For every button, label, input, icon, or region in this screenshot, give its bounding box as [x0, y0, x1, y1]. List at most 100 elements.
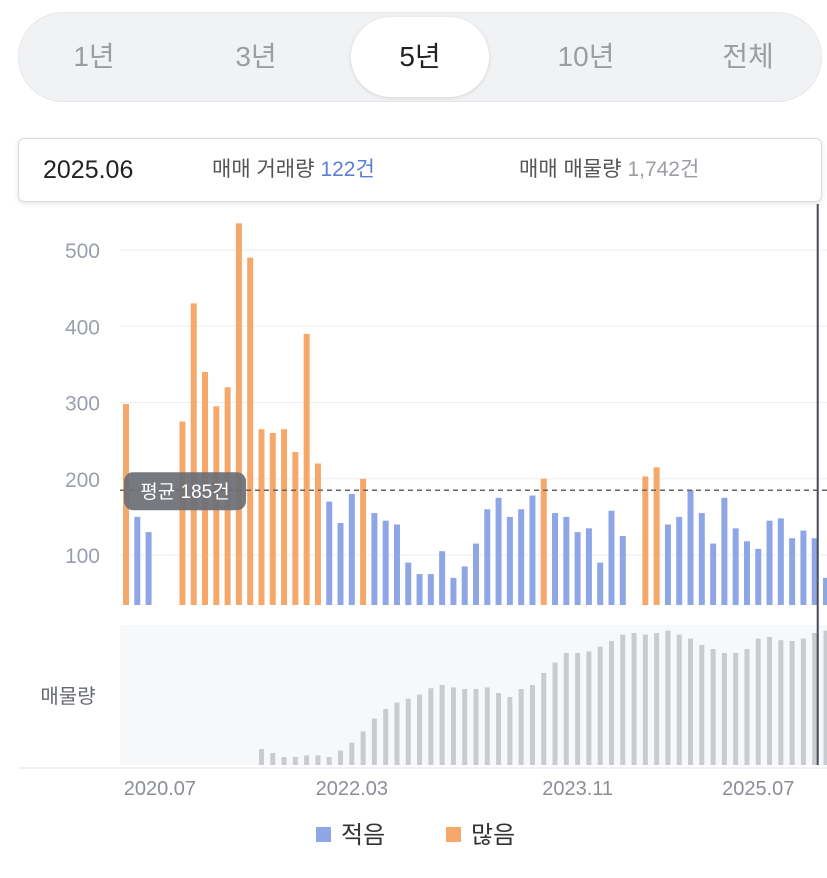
- bar: [258, 429, 265, 605]
- legend-swatch-high: [446, 827, 461, 843]
- legend-item-low: 적음: [316, 818, 385, 854]
- bar: [337, 522, 344, 605]
- y-tick-label: 400: [65, 316, 100, 339]
- listing-bar: [315, 755, 321, 765]
- bar: [134, 516, 141, 605]
- listing-bar: [326, 757, 332, 765]
- selected-month-info: 2025.06 매매 거래량 122건 매매 매물량 1,742건: [18, 138, 822, 202]
- tab-3-years[interactable]: 3년: [235, 41, 277, 72]
- listing-bar: [473, 689, 479, 765]
- listing-bar: [597, 646, 603, 765]
- listing-bar: [676, 634, 682, 765]
- bar: [755, 548, 762, 605]
- bar: [473, 543, 479, 605]
- listing-volume-label: 매매 매물량: [519, 158, 622, 181]
- tab-5-years[interactable]: 5년: [351, 17, 489, 97]
- bar: [427, 574, 434, 605]
- bar: [721, 497, 728, 605]
- bar: [145, 532, 152, 605]
- bar: [269, 433, 276, 605]
- listing-bar: [767, 637, 773, 765]
- listing-bar: [552, 662, 558, 765]
- y-tick-label: 300: [65, 393, 100, 416]
- bar: [732, 528, 739, 605]
- tab-all[interactable]: 전체: [722, 41, 774, 72]
- deal-volume-value: 122건: [320, 158, 375, 181]
- bar: [687, 490, 694, 605]
- y-tick-label: 200: [65, 469, 100, 492]
- bar: [574, 532, 581, 605]
- listing-bar: [439, 685, 445, 765]
- bar: [371, 513, 378, 605]
- legend-label-high: 많음: [471, 822, 516, 849]
- tab-10-years[interactable]: 10년: [557, 41, 615, 72]
- legend-item-high: 많음: [446, 818, 515, 854]
- listing-bar: [518, 689, 524, 765]
- bar: [823, 577, 827, 605]
- bar: [405, 562, 412, 605]
- listing-bar: [699, 645, 705, 765]
- listing-bar: [270, 753, 276, 765]
- bar: [664, 524, 671, 605]
- bar: [314, 463, 321, 605]
- bar: [495, 497, 502, 605]
- bar: [179, 421, 186, 605]
- listing-bar: [338, 750, 344, 765]
- listing-bar: [823, 630, 827, 765]
- listing-bar: [541, 673, 547, 765]
- y-tick-label: 100: [65, 545, 100, 568]
- listing-bar: [417, 694, 423, 765]
- bar: [710, 543, 717, 605]
- listing-bar: [789, 641, 795, 765]
- listing-bar: [258, 749, 264, 765]
- listing-bar: [654, 633, 660, 765]
- listing-bar: [428, 688, 434, 765]
- bar: [698, 513, 705, 605]
- bar: [563, 516, 570, 605]
- bar: [450, 577, 457, 605]
- listing-bar: [394, 702, 400, 765]
- deal-volume-label: 매매 거래량: [212, 158, 315, 181]
- bar: [777, 518, 784, 605]
- bar: [303, 333, 310, 605]
- listing-bar: [755, 638, 761, 765]
- listing-bar: [575, 653, 581, 765]
- x-tick-label: 2020.07: [124, 778, 196, 800]
- bar: [382, 520, 389, 605]
- bar: [461, 566, 468, 605]
- bar: [393, 524, 400, 605]
- bar: [247, 257, 254, 605]
- x-tick-label: 2025.07: [722, 778, 794, 800]
- listing-axis-label: 매물량: [40, 685, 95, 708]
- legend-label-low: 적음: [341, 822, 386, 849]
- bar: [235, 223, 242, 605]
- listing-bar: [631, 633, 637, 765]
- bar: [529, 495, 536, 605]
- bar: [789, 538, 796, 605]
- listing-bar: [563, 653, 569, 765]
- bar: [743, 541, 750, 605]
- listing-bar: [733, 653, 739, 765]
- bar: [190, 303, 197, 605]
- listing-bar: [608, 641, 614, 765]
- bar: [416, 574, 423, 605]
- legend-swatch-low: [316, 827, 331, 843]
- listing-bar: [642, 634, 648, 765]
- listing-bar: [620, 634, 626, 765]
- bar: [439, 551, 446, 605]
- tab-1-year[interactable]: 1년: [73, 41, 115, 72]
- bar: [800, 530, 807, 605]
- listing-bar: [484, 687, 490, 765]
- bar: [326, 501, 333, 605]
- bar: [552, 513, 559, 605]
- listing-bar: [778, 640, 784, 765]
- listing-bar: [721, 653, 727, 765]
- bar: [608, 510, 615, 605]
- listing-volume-value: 1,742건: [627, 158, 700, 181]
- bar: [518, 509, 525, 605]
- listing-bar: [292, 757, 298, 765]
- listing-bar: [405, 698, 411, 765]
- bar: [540, 478, 547, 605]
